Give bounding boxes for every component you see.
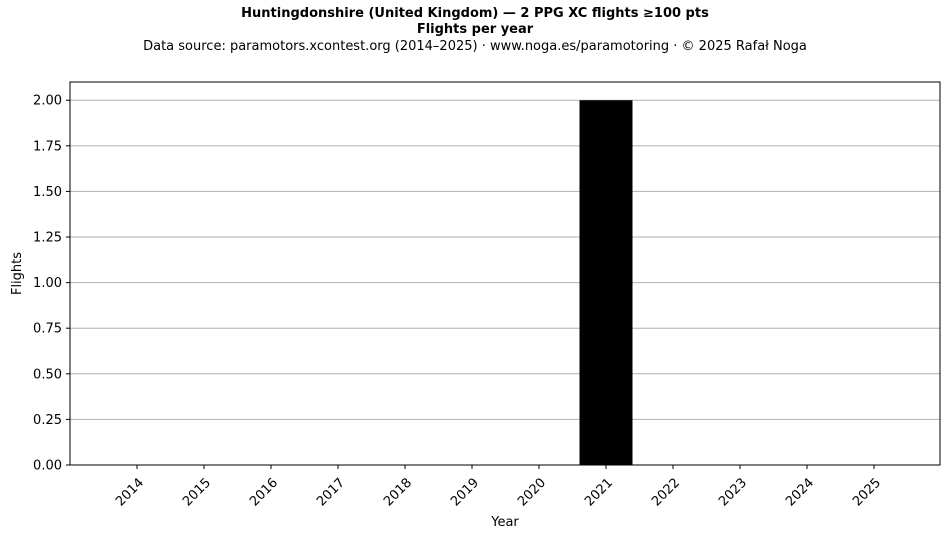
chart-subtitle: Flights per year: [416, 22, 534, 37]
x-tick-label: 2021: [582, 475, 616, 509]
x-tick-label: 2015: [180, 475, 214, 509]
y-tick-label: 2.00: [33, 94, 62, 109]
y-axis: 0.00 0.25 0.50 0.75 1.00 1.25 1.50 1.75 2.00: [33, 94, 70, 474]
y-tick-label: 0.75: [33, 322, 62, 337]
x-axis-label: Year: [490, 515, 519, 530]
plot-frame: [69, 81, 941, 466]
bar: [579, 100, 633, 465]
x-tick-label: 2019: [448, 475, 482, 509]
chart-title: Huntingdonshire (United Kingdom) — 2 PPG…: [241, 6, 709, 21]
y-tick-label: 0.25: [33, 413, 62, 428]
x-tick-label: 2014: [113, 475, 147, 509]
y-tick-label: 0.50: [33, 367, 62, 382]
bars: [579, 100, 633, 465]
x-tick-label: 2025: [850, 475, 884, 509]
x-axis: 2014 2015 2016 2017 2018 2019 2020 2021 2022 2023…: [113, 465, 884, 509]
y-tick-label: 1.75: [33, 139, 62, 154]
x-tick-label: 2018: [381, 475, 415, 509]
x-tick-label: 2016: [247, 475, 281, 509]
x-tick-label: 2024: [783, 475, 817, 509]
y-axis-label: Flights: [10, 252, 25, 295]
x-tick-label: 2017: [314, 475, 348, 509]
chart-title-block: Huntingdonshire (United Kingdom) — 2 PPG…: [0, 6, 950, 56]
x-tick-label: 2020: [515, 475, 549, 509]
y-tick-label: 1.50: [33, 185, 62, 200]
x-tick-label: 2022: [649, 475, 683, 509]
x-tick-label: 2023: [716, 475, 750, 509]
y-tick-label: 1.25: [33, 231, 62, 246]
y-tick-label: 0.00: [33, 459, 62, 474]
source-note: Data source: paramotors.xcontest.org (20…: [143, 39, 807, 54]
grid-lines: [70, 99, 940, 466]
y-tick-label: 1.00: [33, 276, 62, 291]
